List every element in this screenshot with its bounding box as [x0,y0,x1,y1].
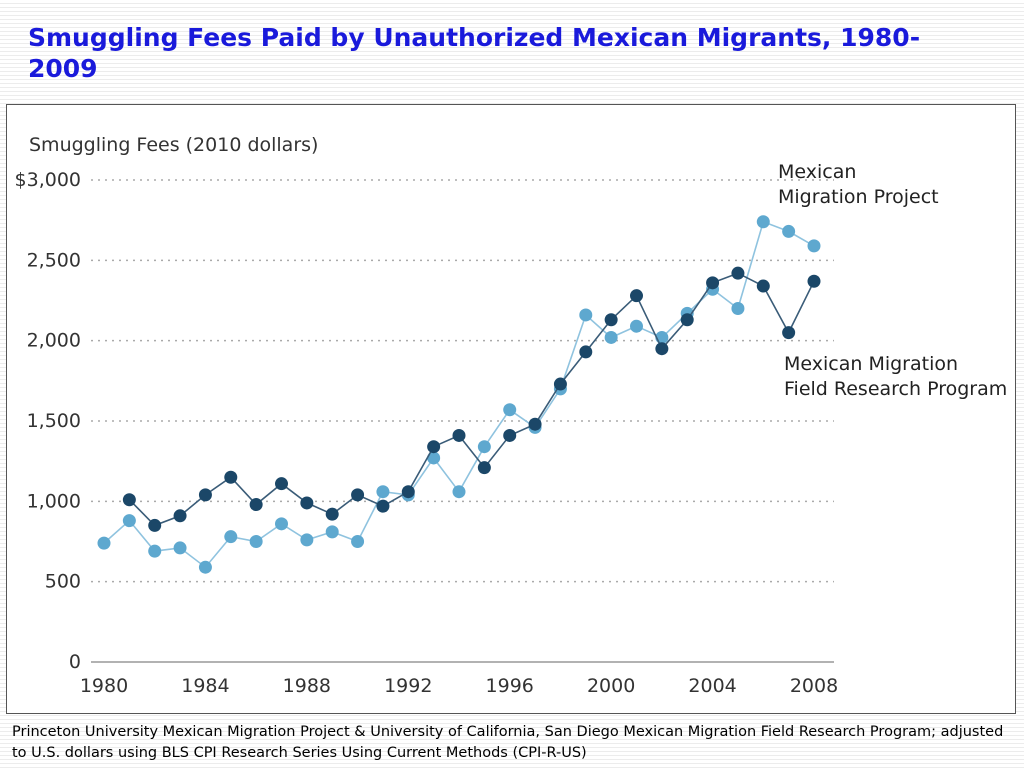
slide-title: Smuggling Fees Paid by Unauthorized Mexi… [28,23,921,83]
data-point-s0-1989 [325,525,339,539]
series-layer [97,215,821,574]
data-point-s0-1995 [477,440,491,454]
data-point-s0-1999 [579,308,593,322]
data-point-s0-1982 [148,544,162,558]
data-point-s0-1990 [351,535,365,548]
data-point-s1-1997 [528,417,542,431]
data-point-s1-1999 [579,345,593,359]
y-tick-label-4: 2,000 [27,330,81,352]
data-point-s1-2005 [731,266,745,280]
axis-ticks: 0 500 1,000 1,500 2,000 2,500 $3,000 1980 1984 19… [15,169,839,697]
data-point-s1-1988 [300,496,314,510]
source-note: Princeton University Mexican Migration P… [12,724,1004,761]
data-point-s0-1987 [275,517,288,531]
series-label-0-line-1: Migration Project [778,186,939,208]
x-tick-label-4: 1996 [486,675,534,697]
data-point-s1-1990 [351,488,365,502]
data-point-s1-1991 [376,499,390,513]
x-tick-label-3: 1992 [384,675,432,697]
x-tick-label-1: 1984 [181,675,229,697]
data-point-s0-1980 [97,536,111,550]
y-tick-label-3: 1,500 [27,410,81,432]
data-point-s0-2008 [807,239,821,253]
series-labels: Mexican Migration Project Mexican Migratio… [778,161,1007,400]
series-1 [122,266,821,532]
data-point-s1-1987 [275,477,288,491]
data-point-s1-1982 [148,518,162,532]
chart-frame: Smuggling Fees (2010 dollars) 0 500 1,000 1… [6,104,1016,714]
data-point-s0-1991 [376,485,390,499]
data-point-s1-1996 [503,428,517,442]
data-point-s1-2000 [604,313,618,327]
data-point-s1-1992 [401,485,415,499]
data-point-s1-1989 [325,507,339,521]
x-tick-label-2: 1988 [283,675,331,697]
data-point-s1-1986 [249,498,263,512]
data-point-s1-1984 [198,488,212,502]
data-point-s1-1995 [477,461,491,475]
data-point-s0-1983 [173,541,187,555]
data-point-s0-1996 [503,403,517,417]
data-point-s1-1985 [224,470,238,484]
data-point-s1-2006 [756,279,770,293]
data-point-s0-1986 [249,535,263,548]
data-point-s0-1994 [452,485,466,499]
y-tick-label-0: 0 [69,651,81,673]
data-point-s0-1985 [224,530,238,544]
data-point-s0-2006 [756,215,770,229]
y-axis-label: Smuggling Fees (2010 dollars) [29,134,318,156]
data-point-s1-2001 [630,289,643,303]
series-line-1 [128,272,815,527]
x-tick-label-6: 2004 [688,675,736,697]
data-point-s1-1994 [452,428,466,442]
series-label-1-line-1: Field Research Program [784,378,1007,400]
data-point-s0-2001 [630,319,643,333]
line-chart: Smuggling Fees (2010 dollars) 0 500 1,000 1… [15,134,1008,697]
data-point-s0-2007 [782,224,796,238]
data-point-s1-1983 [173,509,187,523]
data-point-s1-2003 [680,313,694,327]
data-point-s1-2007 [782,326,796,340]
x-tick-label-0: 1980 [80,675,128,697]
data-point-s1-2002 [655,342,669,356]
y-tick-label-6: $3,000 [15,169,81,191]
data-point-s1-2004 [706,276,720,290]
data-point-s0-1984 [198,560,212,574]
series-label-1-line-0: Mexican Migration [784,353,958,375]
y-tick-label-2: 1,000 [27,490,81,512]
grid-lines [91,179,834,663]
series-label-0-line-0: Mexican [778,161,856,183]
series-0 [97,215,821,574]
y-tick-label-1: 500 [45,571,81,593]
data-point-s0-1981 [122,514,136,528]
data-point-s1-1998 [553,377,567,391]
y-tick-label-5: 2,500 [27,249,81,271]
data-point-s0-1988 [300,533,314,547]
data-point-s0-1993 [427,451,441,465]
x-tick-label-5: 2000 [587,675,635,697]
x-tick-label-7: 2008 [790,675,838,697]
data-point-s0-2000 [604,330,618,344]
data-point-s1-1981 [122,493,136,507]
series-line-0 [103,220,815,569]
data-point-s0-2005 [731,302,745,316]
data-point-s1-2008 [807,274,821,288]
data-point-s1-1993 [427,440,441,454]
